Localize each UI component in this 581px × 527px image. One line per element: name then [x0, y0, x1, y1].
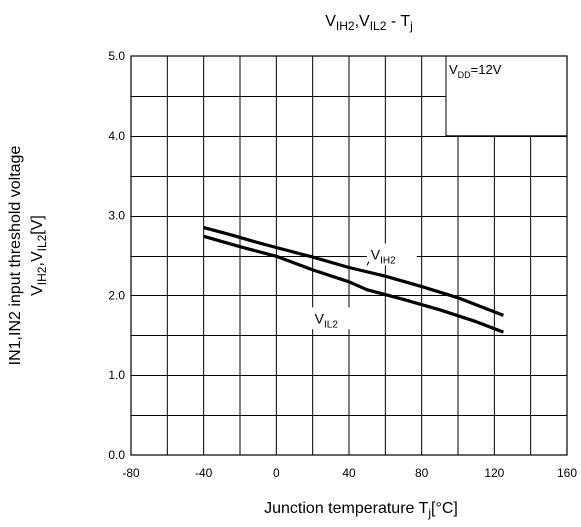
series-line-vih2 — [203, 226, 504, 317]
y-tick-label: 0.0 — [108, 448, 125, 462]
vdd-annotation: VDD​=12V — [445, 55, 568, 137]
plot-frame — [130, 55, 568, 456]
axis-titles: Junction temperature Tj​[°C] IN1,IN2 inpu… — [7, 146, 458, 520]
x-tick-label: -80 — [122, 466, 140, 480]
chart-title-text: VIH2​,VIL2​ - Tj​ — [325, 13, 413, 33]
x-axis-title: Junction temperature Tj​[°C] — [264, 500, 458, 520]
x-tick-label: 160 — [557, 466, 577, 480]
y-tick-label: 5.0 — [108, 49, 125, 63]
series-label-vih2: VIH2​ — [371, 246, 396, 266]
y-tick-label: 2.0 — [108, 288, 125, 302]
y-tick-label: 1.0 — [108, 368, 125, 382]
series-label-bg — [310, 307, 359, 330]
x-tick-label: 80 — [415, 466, 429, 480]
series-lines — [203, 226, 504, 334]
chart-title: VIH2​,VIL2​ - Tj​ — [325, 13, 413, 33]
series-line-vil2 — [203, 234, 504, 334]
plot-border — [130, 55, 568, 456]
vdd-annotation-text: VDD​=12V — [449, 62, 502, 80]
x-tick-label: 120 — [484, 466, 504, 480]
y-tick-label: 4.0 — [108, 129, 125, 143]
x-tick-label: 0 — [273, 466, 280, 480]
x-tick-label: -40 — [195, 466, 213, 480]
tick-labels: -80 -40 0 40 80 120 160 0.0 1.0 2.0 3.0 4.0 5.0 — [108, 49, 577, 480]
vdd-annotation-box — [445, 55, 568, 137]
series-label-bg — [366, 243, 417, 266]
y-tick-label: 3.0 — [108, 209, 125, 223]
series-label-vil2: VIL2​ — [315, 310, 339, 330]
y-axis-title-line2: VIH2​,VIL2​[V] — [29, 215, 49, 296]
series-label-leader — [366, 261, 370, 266]
y-axis-title-line1: IN1,IN2 input threshold voltage — [7, 146, 24, 366]
x-tick-label: 40 — [342, 466, 356, 480]
series-labels: VIH2​ VIL2​ — [310, 243, 417, 330]
